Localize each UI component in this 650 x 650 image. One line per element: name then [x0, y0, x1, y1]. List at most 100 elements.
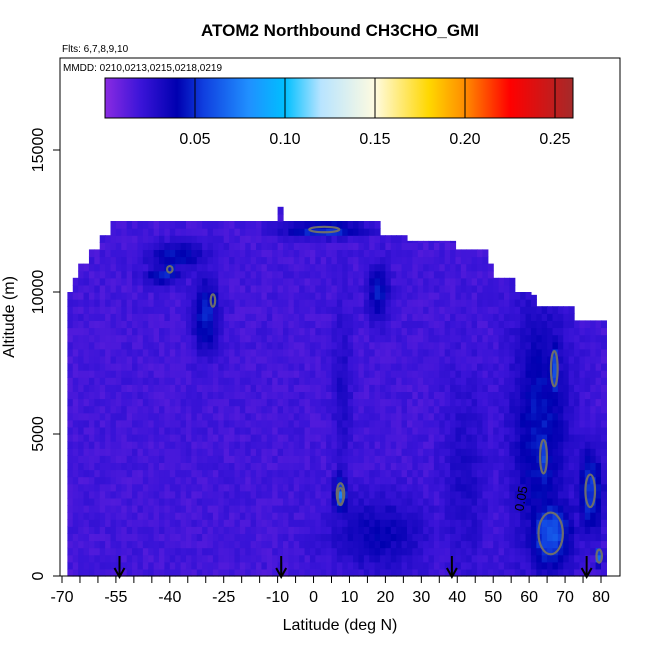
- heatmap-cell: [148, 292, 155, 300]
- heatmap-cell: [239, 334, 246, 343]
- heatmap-cell: [72, 448, 79, 456]
- heatmap-cell: [563, 476, 570, 485]
- heatmap-cell: [288, 455, 295, 463]
- heatmap-cell: [115, 412, 122, 421]
- heatmap-cell: [250, 249, 257, 258]
- heatmap-cell: [390, 568, 397, 577]
- heatmap-cell: [245, 483, 252, 492]
- heatmap-layer: [67, 206, 607, 577]
- heatmap-cell: [261, 469, 268, 478]
- heatmap-cell: [78, 568, 85, 577]
- heatmap-cell: [574, 341, 581, 350]
- heatmap-cell: [417, 355, 424, 364]
- heatmap-cell: [444, 526, 451, 534]
- heatmap-cell: [563, 462, 570, 471]
- heatmap-cell: [568, 348, 575, 357]
- heatmap-cell: [315, 426, 322, 435]
- heatmap-cell: [229, 398, 236, 407]
- heatmap-cell: [584, 377, 591, 385]
- heatmap-cell: [568, 412, 575, 421]
- heatmap-cell: [385, 505, 392, 513]
- heatmap-cell: [293, 363, 300, 371]
- heatmap-cell: [277, 384, 284, 392]
- heatmap-cell: [250, 412, 257, 421]
- heatmap-cell: [153, 313, 160, 321]
- heatmap-cell: [159, 512, 166, 520]
- heatmap-cell: [369, 398, 376, 407]
- heatmap-cell: [126, 448, 133, 456]
- heatmap-cell: [439, 448, 446, 456]
- heatmap-cell: [493, 341, 500, 350]
- heatmap-cell: [78, 391, 85, 400]
- heatmap-cell: [557, 313, 564, 321]
- heatmap-cell: [185, 235, 192, 243]
- heatmap-cell: [471, 384, 478, 392]
- heatmap-cell: [514, 391, 521, 400]
- heatmap-cell: [169, 497, 176, 506]
- heatmap-cell: [239, 292, 246, 300]
- heatmap-cell: [105, 355, 112, 364]
- heatmap-cell: [541, 483, 548, 492]
- heatmap-cell: [326, 426, 333, 435]
- heatmap-cell: [353, 370, 360, 378]
- heatmap-cell: [72, 334, 79, 343]
- heatmap-cell: [347, 483, 354, 492]
- heatmap-cell: [380, 497, 386, 506]
- heatmap-cell: [455, 426, 462, 435]
- heatmap-cell: [67, 398, 74, 407]
- heatmap-cell: [132, 512, 139, 520]
- heatmap-cell: [229, 561, 236, 570]
- heatmap-cell: [374, 334, 381, 343]
- heatmap-cell: [180, 292, 187, 300]
- heatmap-cell: [509, 384, 516, 392]
- heatmap-cell: [568, 313, 575, 321]
- heatmap-cell: [428, 483, 435, 492]
- heatmap-cell: [466, 263, 473, 272]
- heatmap-cell: [245, 533, 252, 542]
- heatmap-cell: [347, 512, 354, 520]
- heatmap-cell: [428, 441, 435, 449]
- heatmap-cell: [266, 540, 273, 549]
- heatmap-cell: [94, 476, 101, 485]
- heatmap-cell: [277, 398, 284, 407]
- heatmap-cell: [234, 533, 241, 542]
- heatmap-cell: [406, 512, 413, 520]
- heatmap-cell: [277, 292, 284, 300]
- heatmap-cell: [336, 448, 343, 456]
- heatmap-cell: [347, 277, 354, 286]
- heatmap-cell: [503, 469, 510, 478]
- heatmap-cell: [67, 348, 74, 357]
- heatmap-cell: [493, 455, 500, 463]
- heatmap-cell: [164, 412, 171, 421]
- heatmap-cell: [218, 320, 225, 329]
- heatmap-cell: [482, 462, 489, 471]
- heatmap-cell: [439, 568, 446, 577]
- heatmap-cell: [142, 249, 149, 258]
- heatmap-cell: [229, 519, 236, 527]
- heatmap-cell: [320, 469, 327, 478]
- heatmap-cell: [380, 363, 386, 371]
- heatmap-cell: [363, 426, 370, 435]
- heatmap-cell: [547, 512, 554, 520]
- heatmap-cell: [601, 490, 607, 499]
- heatmap-cell: [88, 469, 95, 478]
- heatmap-cell: [239, 441, 246, 449]
- heatmap-cell: [326, 547, 333, 556]
- heatmap-cell: [363, 483, 370, 492]
- heatmap-cell: [326, 341, 333, 350]
- heatmap-cell: [229, 277, 236, 286]
- heatmap-cell: [342, 405, 349, 414]
- heatmap-cell: [530, 448, 537, 456]
- heatmap-cell: [207, 469, 214, 478]
- heatmap-cell: [439, 292, 446, 300]
- heatmap-cell: [428, 341, 435, 350]
- heatmap-cell: [207, 426, 214, 435]
- heatmap-cell: [428, 327, 435, 336]
- heatmap-cell: [159, 341, 166, 350]
- heatmap-cell: [444, 299, 451, 307]
- heatmap-cell: [315, 313, 322, 321]
- heatmap-cell: [250, 320, 257, 329]
- heatmap-cell: [369, 512, 376, 520]
- heatmap-cell: [282, 455, 289, 463]
- heatmap-cell: [503, 455, 510, 463]
